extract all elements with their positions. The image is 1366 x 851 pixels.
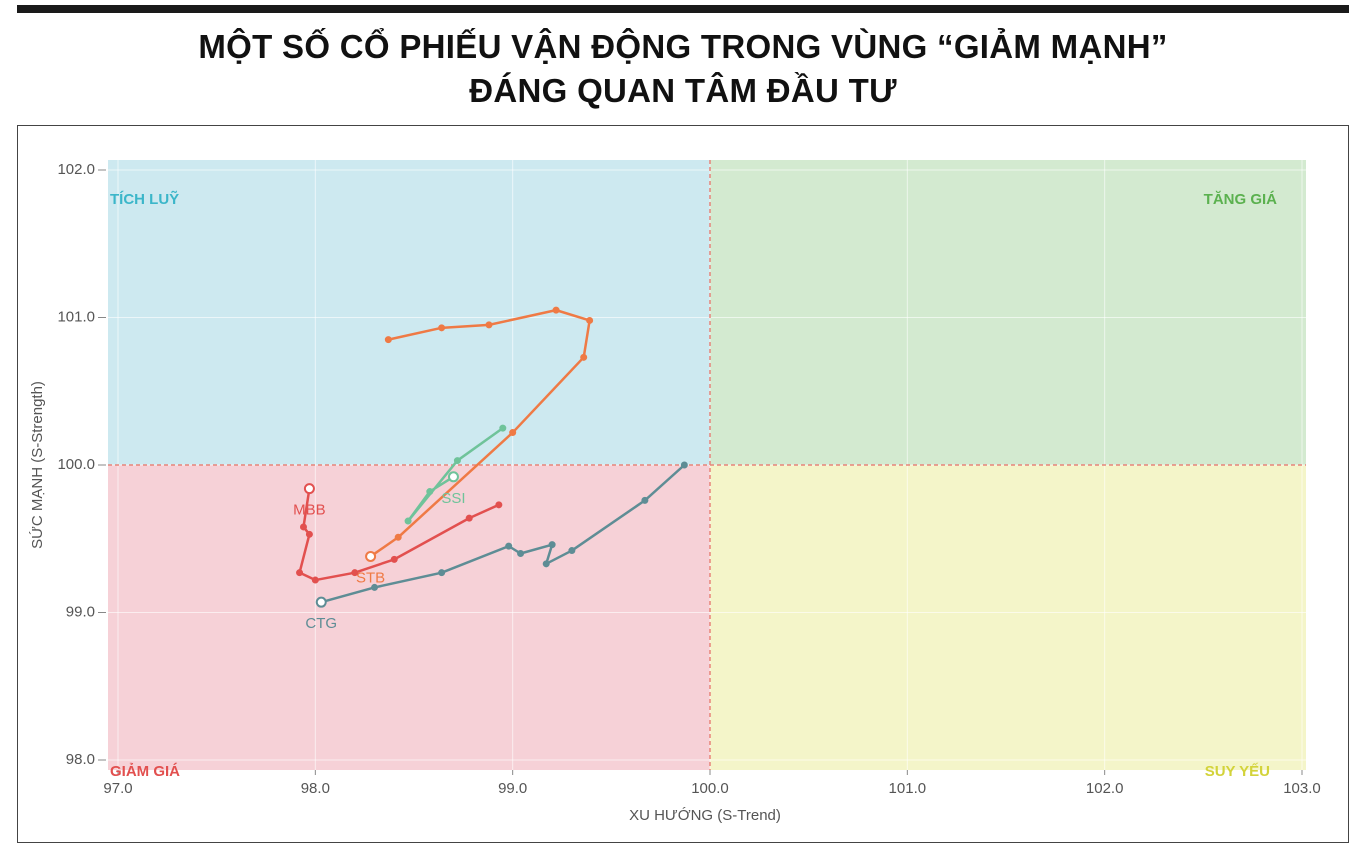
- chart-title: MỘT SỐ CỔ PHIẾU VẬN ĐỘNG TRONG VÙNG “GIẢ…: [198, 28, 1168, 65]
- quadrant-top-left: [108, 160, 710, 465]
- series-line: [320, 464, 686, 604]
- series-point: [296, 569, 304, 577]
- y-tick-label: 98.0: [66, 751, 95, 768]
- series-point: [495, 501, 503, 509]
- series-point: [438, 569, 446, 577]
- series-label: SSI: [441, 490, 465, 507]
- y-tick-label: 102.0: [57, 161, 95, 178]
- series-point: [680, 461, 688, 469]
- series-point: [305, 530, 313, 538]
- x-tick-label: 97.0: [103, 780, 132, 797]
- y-tick-label: 100.0: [57, 456, 95, 473]
- quadrant-label: TĂNG GIÁ: [1204, 191, 1277, 208]
- y-tick-label: 101.0: [57, 308, 95, 325]
- series-point: [453, 457, 461, 465]
- quadrant-bottom-left: [108, 465, 710, 770]
- chart-frame: [17, 125, 1349, 843]
- x-axis-title: XU HƯỚNG (S-Trend): [629, 807, 781, 824]
- x-tick-label: 100.0: [691, 780, 729, 797]
- series-point: [394, 533, 402, 541]
- x-tick-label: 103.0: [1283, 780, 1321, 797]
- series-head: [365, 550, 377, 562]
- y-axis-title: SỨC MẠNH (S-Strength): [29, 381, 46, 549]
- top-bar: [17, 5, 1349, 13]
- series-point: [517, 550, 525, 557]
- chart-subtitle: ĐÁNG QUAN TÂM ĐẦU TƯ: [469, 72, 897, 109]
- series-point: [485, 321, 493, 329]
- x-tick-label: 101.0: [889, 780, 927, 797]
- x-tick-label: 102.0: [1086, 780, 1124, 797]
- series-point: [580, 353, 588, 361]
- quadrant-label: SUY YẾU: [1205, 763, 1270, 780]
- series-point: [299, 523, 307, 531]
- series-point: [351, 569, 359, 577]
- series-point: [509, 429, 517, 437]
- series-point: [311, 576, 319, 584]
- series-point: [552, 306, 560, 314]
- quadrant-top-right: [710, 160, 1306, 465]
- series-point: [499, 424, 507, 432]
- series-point: [548, 541, 556, 549]
- series-point: [426, 488, 434, 496]
- quadrant-bottom-right: [710, 465, 1306, 770]
- series-point: [438, 324, 446, 332]
- series-point: [586, 316, 594, 324]
- x-tick-label: 99.0: [498, 780, 527, 797]
- series-point: [465, 514, 473, 522]
- series-head: [303, 483, 315, 495]
- series-point: [390, 555, 398, 563]
- x-tick-label: 98.0: [301, 780, 330, 797]
- series-label: MBB: [293, 502, 326, 519]
- series-point: [641, 496, 649, 504]
- series-point: [505, 542, 513, 550]
- series-point: [384, 336, 392, 344]
- series-point: [404, 517, 412, 525]
- series-point: [371, 583, 379, 591]
- series-head: [447, 471, 459, 483]
- quadrant-label: GIẢM GIÁ: [110, 763, 180, 780]
- series-point: [568, 547, 576, 555]
- series-head: [315, 596, 327, 608]
- series-label: STB: [356, 569, 385, 586]
- quadrant-label: TÍCH LUỸ: [110, 190, 179, 208]
- series-point: [542, 560, 550, 568]
- series-label: CTG: [305, 615, 337, 632]
- y-tick-label: 99.0: [66, 603, 95, 620]
